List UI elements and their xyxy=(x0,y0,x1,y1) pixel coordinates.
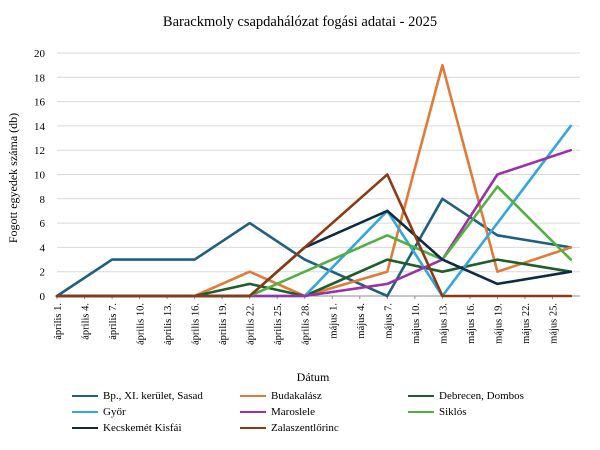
x-tick-label: április 4. xyxy=(81,303,92,340)
legend-label: Maroslele xyxy=(271,406,315,418)
x-tick-label: május 7. xyxy=(383,303,394,339)
y-tick-label: 12 xyxy=(34,145,45,157)
legend-swatch xyxy=(240,395,266,397)
legend-label: Budakalász xyxy=(271,390,322,402)
series-line-3 xyxy=(55,258,573,298)
x-tick-label: április 28. xyxy=(301,303,312,345)
x-tick-label: április 22. xyxy=(246,303,257,345)
y-tick-label: 4 xyxy=(40,242,46,254)
legend-swatch xyxy=(72,427,98,429)
y-tick-label: 10 xyxy=(34,170,46,182)
gridlines xyxy=(57,52,580,297)
y-tick-label: 16 xyxy=(34,97,46,109)
legend-item: Győr xyxy=(72,406,126,418)
y-tick-label: 14 xyxy=(34,121,46,133)
legend-item: Siklós xyxy=(408,406,467,418)
series-line-5 xyxy=(55,148,573,298)
legend-item: Maroslele xyxy=(240,406,315,418)
legend-swatch xyxy=(72,395,98,397)
y-tick-label: 6 xyxy=(40,218,46,230)
legend-swatch xyxy=(408,411,434,413)
legend-item: Budakalász xyxy=(240,390,322,402)
chart-title: Barackmoly csapdahálózat fogási adatai -… xyxy=(163,14,437,30)
legend-item: Bp., XI. kerület, Sasad xyxy=(72,390,203,402)
x-tick-label: május 1. xyxy=(328,303,339,339)
x-tick-label: április 25. xyxy=(273,303,284,345)
y-tick-label: 18 xyxy=(34,72,46,84)
x-tick-label: április 16. xyxy=(191,303,202,345)
y-tick-label: 20 xyxy=(34,48,46,60)
series-line-4 xyxy=(55,124,573,298)
y-tick-label: 8 xyxy=(40,194,46,206)
x-tick-label: május 16. xyxy=(466,303,477,344)
x-tick-label: május 25. xyxy=(548,303,559,344)
legend-swatch xyxy=(240,427,266,429)
legend-label: Kecskemét Kisfái xyxy=(103,422,182,434)
plot-lines xyxy=(55,63,573,298)
series-line-6 xyxy=(55,185,573,298)
x-tick-label: április 10. xyxy=(136,303,147,345)
series-line-1 xyxy=(55,197,573,298)
series-line-8 xyxy=(55,173,573,298)
legend-swatch xyxy=(408,395,434,397)
y-tick-label: 0 xyxy=(40,291,46,303)
legend-swatch xyxy=(240,411,266,413)
y-axis: 0 2 4 6 8 10 12 14 16 18 20 xyxy=(34,48,46,303)
x-tick-label: május 19. xyxy=(493,303,504,344)
legend-label: Zalaszentlőrinc xyxy=(271,422,339,434)
x-tick-label: április 13. xyxy=(163,303,174,345)
legend-label: Bp., XI. kerület, Sasad xyxy=(103,390,203,402)
legend-swatch xyxy=(72,411,98,413)
x-tick-label: május 4. xyxy=(356,303,367,339)
x-tick-label: április 1. xyxy=(53,303,64,340)
x-tick-label: május 22. xyxy=(521,303,532,344)
x-axis-label: Dátum xyxy=(297,370,330,384)
legend-item: Kecskemét Kisfái xyxy=(72,422,182,434)
legend-label: Debrecen, Dombos xyxy=(439,390,524,402)
legend-item: Zalaszentlőrinc xyxy=(240,422,339,434)
legend-label: Győr xyxy=(103,406,126,418)
x-tick-label: április 7. xyxy=(108,303,119,340)
x-tick-label: május 13. xyxy=(438,303,449,344)
legend-label: Siklós xyxy=(439,406,467,418)
legend-item: Debrecen, Dombos xyxy=(408,390,524,402)
x-tick-label: május 10. xyxy=(411,303,422,344)
y-tick-label: 2 xyxy=(40,267,46,279)
x-axis: április 1. április 4. április 7. április 10… xyxy=(53,296,559,345)
x-tick-label: április 19. xyxy=(218,303,229,345)
y-axis-label: Fogott egyedek száma (db) xyxy=(6,113,20,243)
